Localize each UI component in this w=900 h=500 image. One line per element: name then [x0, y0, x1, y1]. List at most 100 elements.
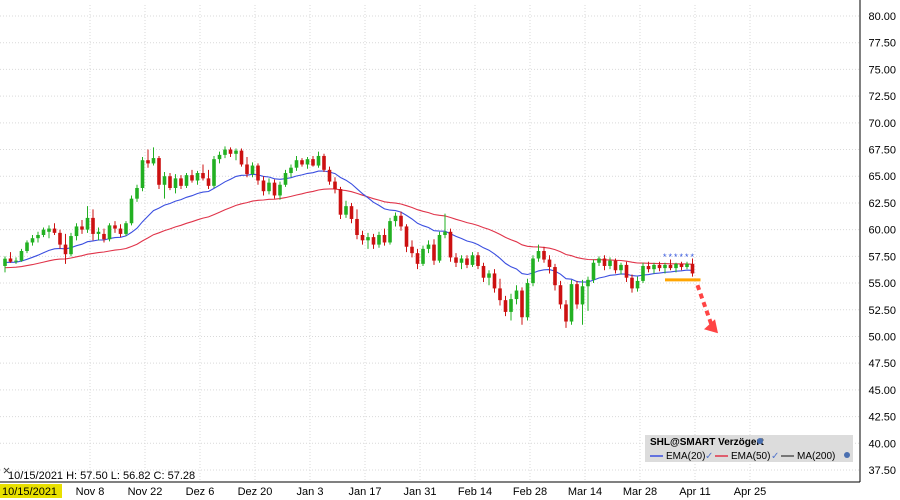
candle-body — [96, 231, 101, 234]
legend: SHL@SMART Verzögert EMA(20) ✓ EMA(50) ✓ … — [645, 435, 853, 462]
candle-body — [300, 160, 304, 165]
candle — [305, 157, 310, 169]
legend-label-ma200: MA(200) — [797, 451, 835, 462]
candle — [492, 269, 497, 293]
candle — [261, 176, 266, 196]
candle — [388, 217, 392, 245]
candle — [272, 179, 277, 199]
x-tick-label: Nov 8 — [76, 486, 105, 498]
candle-body — [492, 273, 497, 289]
candle-body — [30, 238, 35, 243]
candle-body — [250, 165, 255, 175]
candle-body — [256, 165, 260, 181]
candle — [173, 174, 178, 194]
candle — [146, 149, 150, 168]
candle — [333, 177, 337, 194]
candle-body — [674, 263, 678, 269]
candle — [657, 261, 662, 272]
candle-body — [184, 175, 189, 186]
ema20-line — [4, 170, 693, 283]
x-first-date-badge — [0, 484, 62, 498]
y-tick-label: 40.00 — [868, 438, 896, 450]
candle-body — [470, 255, 475, 265]
candle — [212, 155, 216, 188]
candle-body — [531, 258, 535, 284]
candle — [371, 233, 376, 249]
candle — [124, 221, 128, 237]
candle-body — [377, 234, 381, 245]
candle-body — [25, 242, 29, 252]
legend-symbol: SHL@SMART Verzögert — [650, 437, 764, 448]
candle-body — [558, 285, 563, 305]
candle-body — [360, 234, 365, 241]
legend-settings-icon[interactable] — [844, 452, 850, 458]
candle — [129, 195, 134, 226]
candle — [663, 262, 667, 274]
candle — [91, 209, 95, 241]
candle-body — [305, 159, 310, 165]
candle — [250, 162, 255, 178]
candle — [41, 227, 46, 238]
candle-body — [448, 231, 453, 258]
candle-body — [597, 258, 601, 263]
candle — [674, 262, 678, 273]
candle — [19, 248, 24, 262]
candle-body — [465, 258, 469, 265]
candle-body — [349, 206, 354, 219]
candle — [399, 211, 403, 231]
candle — [393, 212, 398, 227]
candle-body — [41, 229, 46, 235]
candle — [190, 169, 194, 183]
candle — [503, 295, 508, 317]
y-tick-label: 77.50 — [868, 38, 896, 50]
candle — [58, 229, 62, 249]
candle — [300, 158, 304, 167]
ema50-line — [4, 188, 693, 269]
candle-body — [234, 150, 238, 154]
candle — [69, 232, 73, 257]
candle — [52, 223, 57, 235]
candle-body — [657, 264, 662, 269]
candle-body — [454, 257, 458, 263]
candle-body — [426, 244, 431, 249]
y-tick-label: 47.50 — [868, 358, 896, 370]
candle-body — [63, 244, 68, 255]
dotted-level-marker: * — [685, 252, 689, 262]
candle — [316, 151, 321, 168]
candle-body — [679, 263, 684, 268]
candle — [553, 263, 557, 291]
candle-body — [162, 176, 167, 185]
candle-body — [239, 150, 244, 165]
candle-body — [36, 234, 40, 239]
x-tick-label: Mar 28 — [623, 486, 657, 498]
candle — [426, 240, 431, 254]
candle-body — [646, 265, 651, 270]
candle — [536, 244, 541, 262]
candle-body — [542, 251, 546, 260]
candle — [162, 171, 167, 199]
candle-body — [69, 236, 73, 255]
candle-body — [437, 234, 442, 261]
candle — [8, 252, 13, 263]
candle-body — [575, 284, 579, 305]
candle-body — [432, 244, 436, 261]
y-tick-label: 45.00 — [868, 385, 896, 397]
y-tick-label: 52.50 — [868, 305, 896, 317]
candle — [459, 255, 464, 270]
candle-body — [476, 255, 480, 266]
candle — [366, 232, 370, 249]
candle — [476, 252, 480, 270]
candle — [245, 157, 249, 178]
candle — [421, 245, 425, 266]
y-tick-label: 70.00 — [868, 118, 896, 130]
x-tick-label: Jan 17 — [348, 486, 381, 498]
candle — [514, 285, 519, 305]
candle-body — [118, 228, 123, 234]
candle-body — [102, 233, 106, 240]
dotted-level-marker: * — [663, 252, 667, 262]
candle-body — [327, 169, 332, 182]
candle-body — [14, 260, 18, 262]
candle — [107, 223, 112, 242]
y-tick-label: 75.00 — [868, 64, 896, 76]
